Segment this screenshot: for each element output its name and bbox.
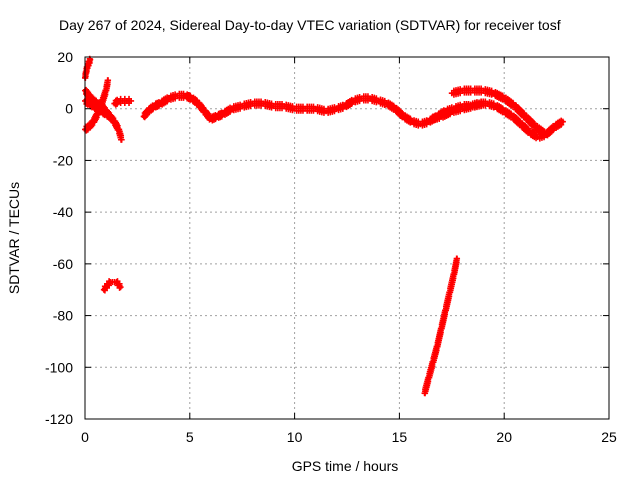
series-9 — [427, 98, 487, 124]
x-tick-label: 0 — [81, 429, 89, 445]
data-point — [559, 118, 566, 125]
x-tick-label: 10 — [287, 429, 303, 445]
data-point — [117, 284, 124, 291]
series-8 — [448, 85, 550, 139]
data-point — [543, 131, 550, 138]
series-1 — [82, 55, 94, 82]
x-tick-label: 5 — [186, 429, 194, 445]
data-point-trace — [93, 114, 100, 121]
y-tick-label: 20 — [57, 49, 73, 65]
y-tick-label: 0 — [65, 101, 73, 117]
data-point-trace — [348, 101, 355, 108]
plot-frame — [84, 56, 610, 420]
axis-ticks: 0 5 10 15 20 25 -120 -100 -80 -60 -40 -20 0 20 — [45, 49, 617, 445]
y-tick-label: -40 — [53, 204, 73, 220]
data-points — [82, 55, 566, 397]
series-6 — [100, 278, 124, 294]
data-point — [480, 100, 487, 107]
data-point-trace — [558, 121, 565, 128]
grid-lines — [85, 57, 609, 419]
data-point-trace — [550, 127, 557, 134]
data-point-trace — [164, 98, 171, 105]
data-point — [107, 113, 114, 120]
series-10 — [421, 255, 461, 397]
x-tick-label: 15 — [392, 429, 408, 445]
series-4 — [82, 96, 114, 121]
y-axis-label: SDTVAR / TECUs — [6, 182, 22, 294]
x-axis-label: GPS time / hours — [292, 458, 399, 474]
data-point — [87, 56, 94, 63]
x-tick-label: 25 — [601, 429, 617, 445]
series-5 — [111, 95, 135, 108]
y-tick-label: -80 — [53, 308, 73, 324]
data-point — [118, 136, 125, 143]
x-tick-label: 20 — [496, 429, 512, 445]
y-tick-label: -100 — [45, 359, 73, 375]
y-tick-label: -20 — [53, 152, 73, 168]
y-tick-label: -120 — [45, 411, 73, 427]
data-point-trace — [106, 282, 113, 289]
data-point — [454, 255, 461, 262]
data-point-trace — [149, 106, 156, 113]
chart-title: Day 267 of 2024, Sidereal Day-to-day VTE… — [59, 17, 561, 33]
data-point — [128, 97, 135, 104]
data-point — [105, 77, 112, 84]
data-point-trace — [227, 108, 234, 115]
y-tick-label: -60 — [53, 256, 73, 272]
